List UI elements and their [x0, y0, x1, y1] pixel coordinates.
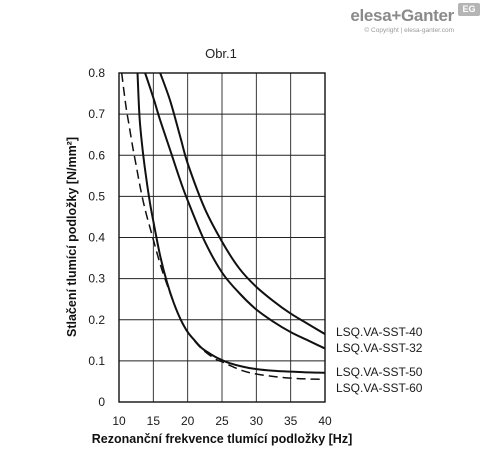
x-tick-label: 30 — [250, 414, 264, 428]
series-line-lsq-va-sst-50 — [136, 72, 325, 374]
grid — [118, 72, 326, 403]
brand-name: elesa+Ganter — [350, 6, 454, 25]
plot-frame — [118, 72, 326, 403]
y-axis-title: Stlačení tlumící podložky [N/mm²] — [65, 137, 79, 337]
legend-label: LSQ.VA-SST-32 — [336, 341, 423, 355]
series-lines — [120, 72, 325, 381]
brand-copyright: © Copyright | elesa-ganter.com — [364, 27, 454, 34]
y-tick-label: 0.8 — [88, 66, 105, 80]
y-tick-label: 0.7 — [88, 107, 105, 121]
brand-badge: EG — [458, 2, 480, 16]
y-tick-label: 0.3 — [88, 272, 105, 286]
x-tick-label: 40 — [318, 414, 332, 428]
y-tick-label: 0 — [98, 395, 105, 409]
legend-label: LSQ.VA-SST-50 — [336, 365, 423, 379]
tick-labels: 10 15 20 25 30 35 40 0 0.1 0.2 0.3 0.4 0.5 0.6 0.7 0.8 — [88, 66, 332, 428]
legend-label: LSQ.VA-SST-60 — [336, 381, 423, 395]
x-tick-label: 10 — [112, 414, 126, 428]
y-tick-label: 0.1 — [88, 354, 105, 368]
chart-title: Obr.1 — [205, 46, 237, 61]
x-tick-label: 15 — [147, 414, 161, 428]
brand-logo: elesa+Ganter EG © Copyright | elesa-gant… — [350, 2, 480, 34]
x-tick-label: 25 — [215, 414, 229, 428]
y-tick-label: 0.2 — [88, 313, 105, 327]
y-tick-label: 0.5 — [88, 189, 105, 203]
x-tick-label: 20 — [181, 414, 195, 428]
x-tick-label: 35 — [284, 414, 298, 428]
series-line-lsq-va-sst-40 — [159, 72, 325, 335]
x-axis-title: Rezonanční frekvence tlumící podložky [H… — [92, 432, 352, 446]
legend-label: LSQ.VA-SST-40 — [336, 325, 423, 339]
legend: LSQ.VA-SST-40 LSQ.VA-SST-32 LSQ.VA-SST-50 L… — [336, 325, 423, 395]
y-tick-label: 0.4 — [88, 231, 105, 245]
series-line-lsq-va-sst-60 — [120, 72, 325, 381]
y-tick-label: 0.6 — [88, 148, 105, 162]
series-line-lsq-va-sst-32 — [144, 72, 325, 350]
